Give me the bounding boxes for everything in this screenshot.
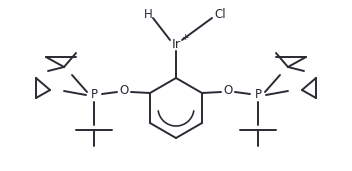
Text: Cl: Cl bbox=[214, 8, 226, 21]
Text: O: O bbox=[119, 84, 128, 97]
Text: Ir: Ir bbox=[171, 38, 181, 51]
Text: P: P bbox=[254, 89, 262, 102]
Text: P: P bbox=[90, 89, 98, 102]
Text: +: + bbox=[181, 34, 189, 43]
Text: H: H bbox=[144, 8, 152, 21]
Text: O: O bbox=[224, 84, 233, 97]
